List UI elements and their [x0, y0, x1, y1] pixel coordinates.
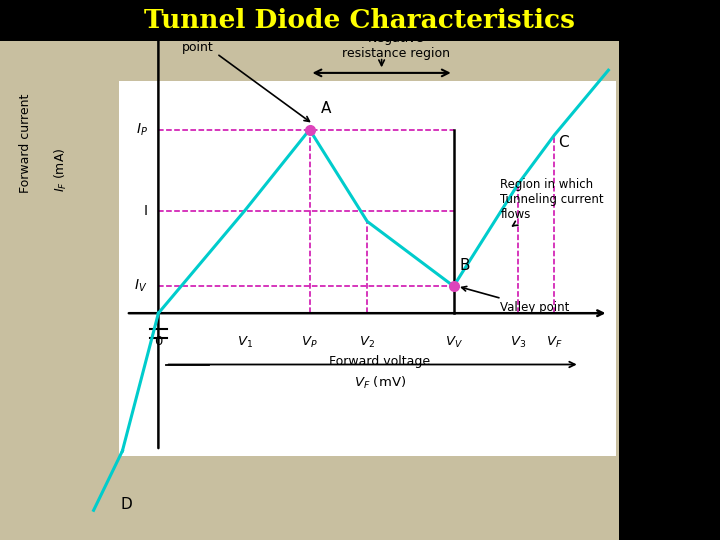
Text: $I_F$ (mA): $I_F$ (mA) [53, 148, 69, 192]
Text: Forward current: Forward current [19, 93, 32, 193]
Text: Forward voltage: Forward voltage [329, 355, 431, 368]
Bar [619, 40, 720, 540]
Text: D: D [120, 497, 132, 512]
Text: $I_P$: $I_P$ [135, 122, 148, 138]
Text: $V_F$: $V_F$ [546, 335, 562, 350]
Text: I: I [143, 204, 148, 218]
Text: $I_V$: $I_V$ [134, 278, 148, 294]
Text: $V_F$ (mV): $V_F$ (mV) [354, 375, 406, 391]
Bar [119, 81, 616, 456]
Text: Negative
resistance region: Negative resistance region [342, 32, 450, 60]
Text: C: C [558, 135, 569, 150]
Text: Tunnel Diode Characteristics: Tunnel Diode Characteristics [145, 8, 575, 33]
Text: $V_P$: $V_P$ [301, 335, 318, 350]
Text: Peak
point: Peak point [182, 26, 310, 122]
Text: $V_V$: $V_V$ [445, 335, 462, 350]
Text: 0: 0 [154, 335, 163, 348]
Bar [0, 0, 720, 40]
Text: A: A [320, 101, 330, 116]
Text: Valley point: Valley point [462, 286, 570, 314]
Text: B: B [459, 258, 470, 273]
Text: $V_3$: $V_3$ [510, 335, 526, 350]
Text: $V_2$: $V_2$ [359, 335, 375, 350]
Text: $V_1$: $V_1$ [237, 335, 253, 350]
Text: Region in which
Tunneling current
flows: Region in which Tunneling current flows [500, 178, 604, 226]
